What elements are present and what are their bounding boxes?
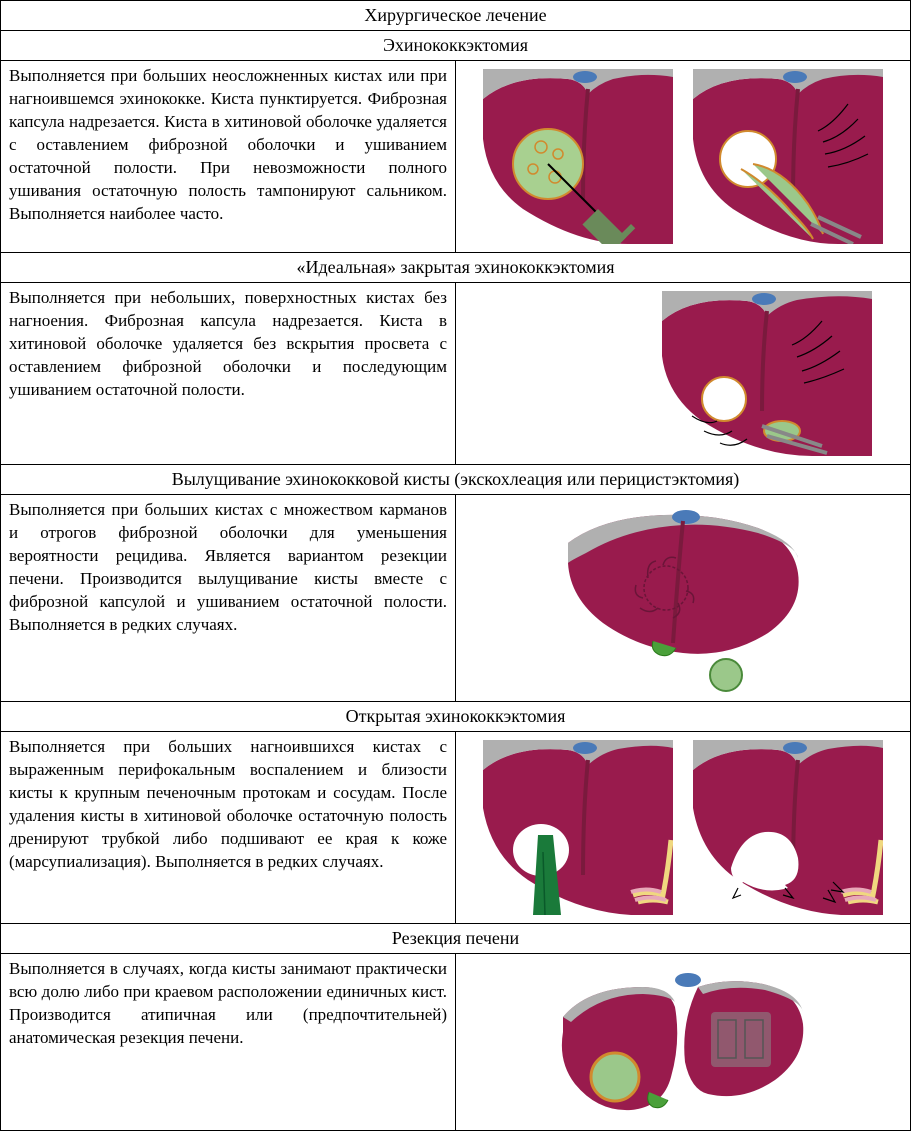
section-header-3: Открытая эхинококкэктомия [1,702,911,732]
liver-open-marsup-icon [693,740,883,915]
liver-cyst-puncture-icon [483,69,673,244]
section-text-0: Выполняется при больших неосложненных ки… [9,65,447,226]
section-text-4: Выполняется в случаях, когда кисты заним… [9,958,447,1050]
section-desc-2: Выполняется при больших кистах с множест… [1,495,456,702]
section-illustration-4 [456,954,911,1131]
liver-enucleation-icon [558,503,808,693]
liver-resection-icon [553,962,813,1122]
section-text-1: Выполняется при небольших, поверхностных… [9,287,447,402]
section-header-2: Вылущивание эхинококковой кисты (экскохл… [1,465,911,495]
liver-open-drain-icon [483,740,673,915]
section-header-1: «Идеальная» закрытая эхинококкэктомия [1,253,911,283]
section-text-3: Выполняется при больших нагноившихся кис… [9,736,447,874]
section-desc-3: Выполняется при больших нагноившихся кис… [1,732,456,924]
section-illustration-3 [456,732,911,924]
section-desc-1: Выполняется при небольших, поверхностных… [1,283,456,465]
section-text-2: Выполняется при больших кистах с множест… [9,499,447,637]
main-header: Хирургическое лечение [1,1,911,31]
section-header-4: Резекция печени [1,924,911,954]
section-illustration-2 [456,495,911,702]
section-illustration-0 [456,61,911,253]
section-illustration-1 [456,283,911,465]
surgical-treatment-table: Хирургическое лечение Эхинококкэктомия В… [0,0,911,1131]
section-header-0: Эхинококкэктомия [1,31,911,61]
liver-cyst-removed-icon [693,69,883,244]
section-desc-0: Выполняется при больших неосложненных ки… [1,61,456,253]
liver-ideal-closed-icon [662,291,872,456]
section-desc-4: Выполняется в случаях, когда кисты заним… [1,954,456,1131]
